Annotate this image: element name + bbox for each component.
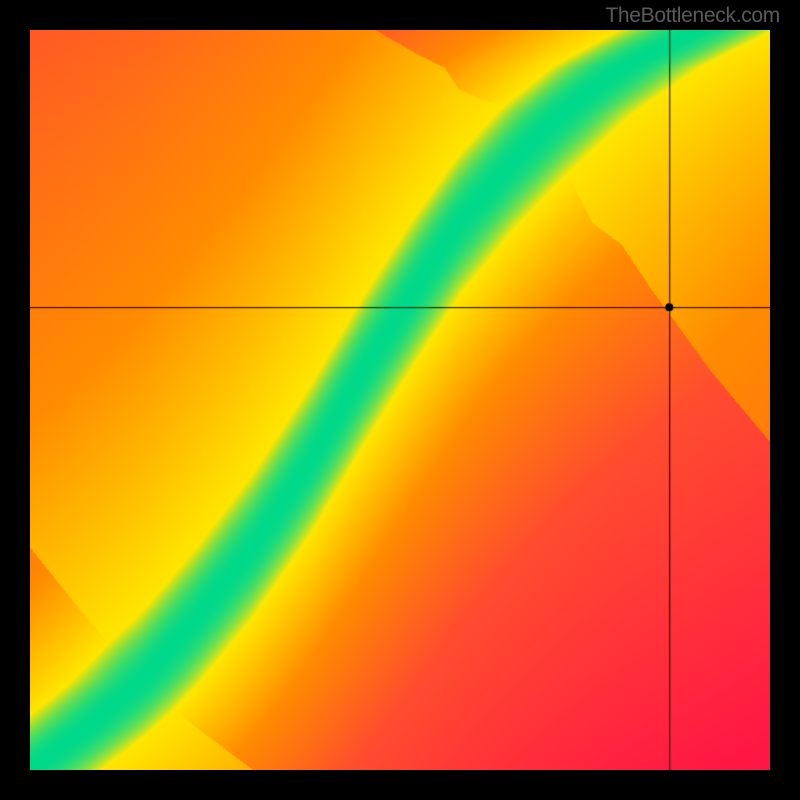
heatmap-canvas bbox=[30, 30, 770, 770]
bottleneck-heatmap bbox=[30, 30, 770, 770]
watermark-text: TheBottleneck.com bbox=[605, 4, 780, 28]
